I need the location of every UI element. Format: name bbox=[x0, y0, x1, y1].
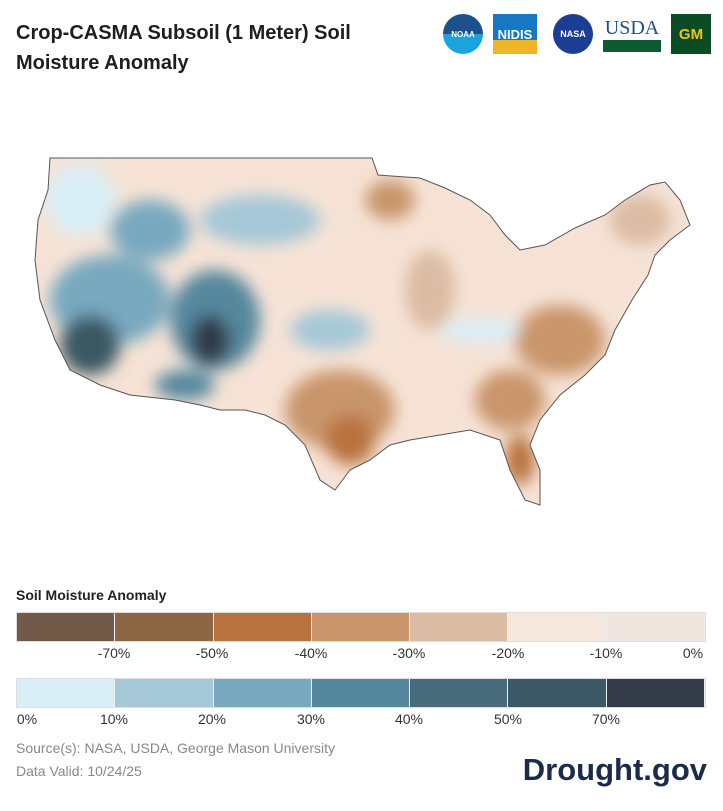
wet-tick: 10% bbox=[99, 711, 129, 727]
dry-tick: -50% bbox=[195, 645, 229, 661]
wet-swatch bbox=[311, 679, 411, 707]
wet-legend-bar bbox=[16, 678, 706, 708]
wet-tick: 40% bbox=[394, 711, 424, 727]
partner-logos: NOAA NIDIS NASA USDA GM bbox=[443, 14, 711, 54]
wet-tick: 20% bbox=[197, 711, 227, 727]
wet-swatch bbox=[17, 679, 116, 707]
noaa-logo: NOAA bbox=[443, 14, 483, 54]
source-text: Source(s): NASA, USDA, George Mason Univ… bbox=[16, 740, 335, 756]
dry-tick: -20% bbox=[491, 645, 525, 661]
wet-swatch bbox=[606, 679, 705, 707]
dry-swatch bbox=[115, 613, 214, 641]
wet-swatch bbox=[508, 679, 607, 707]
gmu-logo: GM bbox=[671, 14, 711, 54]
dry-tick: -30% bbox=[392, 645, 426, 661]
wet-tick: 70% bbox=[591, 711, 621, 727]
soil-moisture-map bbox=[34, 157, 691, 506]
legend-title: Soil Moisture Anomaly bbox=[16, 587, 167, 603]
dry-tick: -40% bbox=[294, 645, 328, 661]
wet-swatch bbox=[213, 679, 312, 707]
nasa-logo: NASA bbox=[553, 14, 593, 54]
dry-swatch bbox=[213, 613, 312, 641]
dry-tick: -70% bbox=[97, 645, 131, 661]
wet-tick: 50% bbox=[493, 711, 523, 727]
wet-swatch bbox=[410, 679, 509, 707]
wet-tick: 30% bbox=[296, 711, 326, 727]
dry-legend-bar bbox=[16, 612, 706, 642]
dry-swatch bbox=[606, 613, 705, 641]
dry-swatch bbox=[17, 613, 116, 641]
data-valid-text: Data Valid: 10/24/25 bbox=[16, 763, 142, 779]
dry-swatch bbox=[508, 613, 607, 641]
dry-swatch bbox=[311, 613, 411, 641]
wet-swatch bbox=[115, 679, 214, 707]
nidis-logo: NIDIS bbox=[493, 14, 537, 54]
page-title: Crop-CASMA Subsoil (1 Meter) Soil Moistu… bbox=[16, 22, 351, 74]
drought-gov-brand: Drought.gov bbox=[522, 752, 707, 787]
usda-logo: USDA bbox=[603, 14, 661, 54]
wet-tick: 0% bbox=[16, 711, 38, 727]
dry-tick: 0% bbox=[682, 645, 704, 661]
dry-swatch bbox=[410, 613, 509, 641]
dry-tick: -10% bbox=[589, 645, 623, 661]
